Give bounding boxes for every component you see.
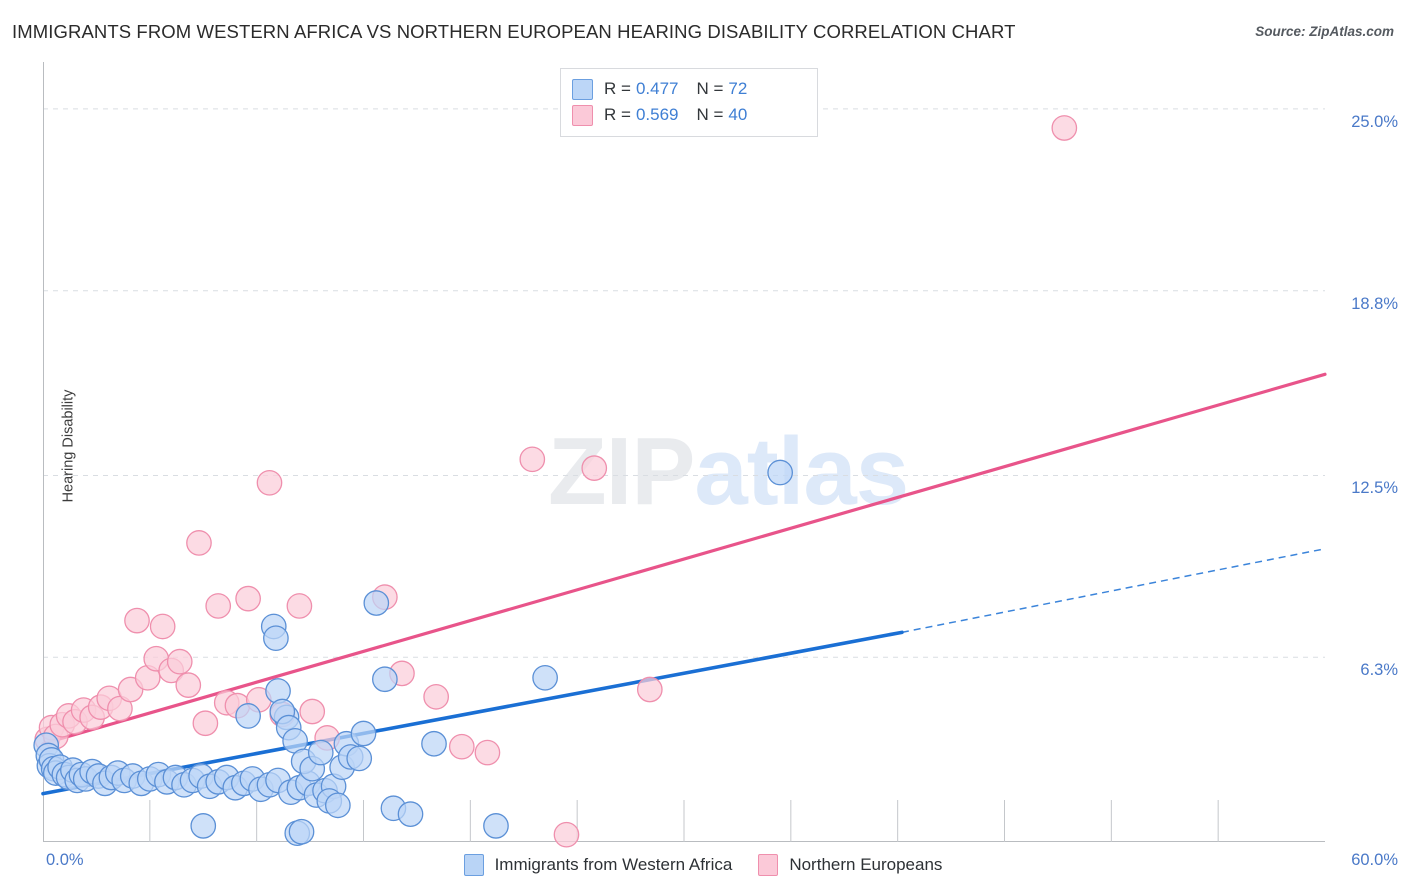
series-legend-item[interactable]: Immigrants from Western Africa [463, 854, 733, 876]
trendline-western-africa-projection [901, 548, 1326, 634]
page-title: IMMIGRANTS FROM WESTERN AFRICA VS NORTHE… [12, 21, 1016, 42]
stats-swatch-pink [572, 104, 593, 126]
data-point [166, 648, 193, 675]
x-axis-min-label: 0.0% [46, 851, 84, 869]
data-point [205, 593, 232, 619]
data-point [483, 813, 509, 839]
data-point [286, 593, 313, 619]
y-axis-tick-label: 12.5% [1351, 479, 1398, 498]
stats-row: R = 0.569 N = 40 [572, 102, 806, 128]
data-point [474, 739, 501, 766]
n-label: N = [696, 79, 724, 98]
data-point [263, 625, 289, 652]
r-label: R = [604, 105, 631, 124]
series-swatch-pink [758, 854, 779, 876]
data-point [175, 672, 202, 698]
plot-area: ZIPatlas [33, 62, 1327, 848]
data-point [346, 745, 373, 772]
series-legend-label: Northern Europeans [789, 855, 943, 874]
data-point [421, 730, 447, 757]
data-point [636, 676, 663, 703]
data-point [363, 590, 390, 616]
points-western-africa [33, 459, 794, 847]
data-point [1051, 115, 1078, 141]
n-value: 40 [728, 105, 748, 124]
series-legend: Immigrants from Western Africa Northern E… [0, 854, 1406, 876]
series-legend-label: Immigrants from Western Africa [494, 855, 733, 874]
data-point [256, 469, 283, 496]
y-axis-tick-label: 6.3% [1360, 661, 1398, 680]
data-point [553, 821, 580, 848]
data-point [192, 710, 219, 737]
stats-row: R = 0.477 N = 72 [572, 76, 806, 102]
r-value: 0.477 [635, 79, 679, 98]
correlation-stats-legend: R = 0.477 N = 72 R = 0.569 N = 40 [560, 68, 818, 137]
data-point [186, 530, 212, 556]
data-point [532, 664, 558, 691]
data-point [372, 666, 398, 693]
y-axis-tick-label: 18.8% [1351, 294, 1398, 313]
stats-swatch-blue [572, 78, 593, 100]
data-point [190, 813, 217, 839]
data-point [767, 459, 794, 486]
data-point [325, 792, 351, 819]
data-point [299, 698, 326, 725]
data-point [423, 683, 449, 710]
n-value: 72 [728, 79, 748, 98]
n-label: N = [696, 105, 724, 124]
r-value: 0.569 [635, 105, 679, 124]
data-point [519, 446, 546, 473]
r-label: R = [604, 79, 631, 98]
trendline-northern-europeans [41, 372, 1327, 746]
scatter-plot-svg [33, 62, 1327, 848]
data-point [448, 733, 475, 760]
x-axis-max-label: 60.0% [1351, 851, 1398, 869]
data-point [288, 818, 315, 845]
data-point [149, 613, 176, 640]
data-point [307, 739, 334, 766]
data-point [581, 455, 608, 481]
data-point [350, 720, 377, 747]
data-point [124, 607, 150, 634]
trendline-western-africa [41, 630, 904, 796]
series-legend-item[interactable]: Northern Europeans [758, 854, 942, 876]
data-point [397, 801, 424, 827]
y-axis-tick-label: 25.0% [1351, 112, 1398, 131]
source-attribution: Source: ZipAtlas.com [1255, 24, 1394, 39]
data-point [235, 585, 261, 612]
series-swatch-blue [463, 854, 484, 876]
data-point [235, 703, 261, 729]
points-northern-europeans [34, 115, 1078, 848]
